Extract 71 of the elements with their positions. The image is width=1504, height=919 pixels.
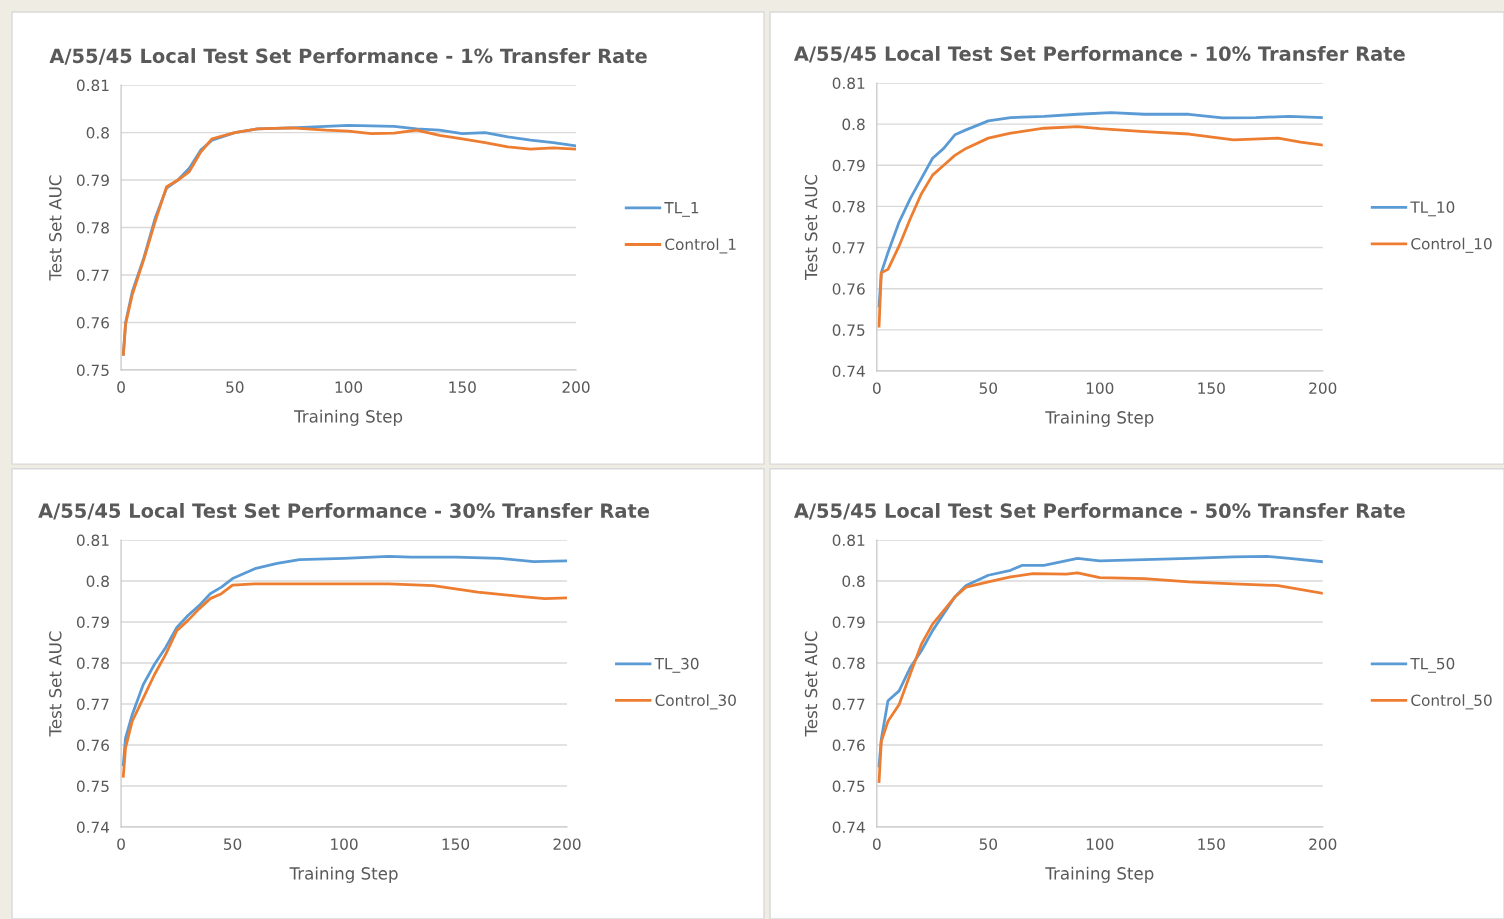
y-axis-title: Test Set AUC [49, 175, 62, 281]
legend-label: Control_1 [665, 238, 736, 254]
x-tick-label: 150 [449, 381, 476, 393]
y-tick-label: 0.8 [842, 118, 865, 131]
y-tick-label: 0.81 [76, 79, 109, 92]
y-axis-title: Test Set AUC [49, 631, 62, 737]
chart-title: A/55/45 Local Test Set Performance - 30% Transfer Rate [38, 503, 650, 520]
x-tick-label: 0 [872, 838, 881, 850]
x-tick-label: 100 [335, 381, 363, 393]
x-axis-title: Training Step [289, 866, 398, 883]
y-tick-label: 0.79 [76, 616, 109, 629]
y-tick-label: 0.78 [76, 657, 109, 670]
x-tick-label: 100 [331, 838, 358, 850]
x-tick-label: 100 [1086, 382, 1114, 394]
x-axis-title: Training Step [294, 409, 403, 426]
legend-label: TL_10 [1410, 201, 1455, 217]
x-tick-label: 150 [1198, 838, 1225, 850]
y-tick-label: 0.79 [832, 616, 865, 629]
x-tick-label: 0 [872, 382, 881, 394]
legend-label: TL_50 [1410, 657, 1455, 673]
y-tick-label: 0.79 [832, 159, 865, 172]
y-axis-title: Test Set AUC [804, 174, 818, 281]
y-tick-label: 0.74 [832, 365, 865, 378]
x-tick-label: 50 [979, 382, 998, 394]
y-tick-label: 0.81 [76, 534, 109, 547]
x-tick-label: 200 [1309, 382, 1337, 394]
y-tick-label: 0.8 [86, 127, 109, 139]
y-tick-label: 0.76 [832, 283, 865, 295]
y-tick-label: 0.75 [76, 364, 109, 377]
y-tick-label: 0.81 [832, 77, 865, 90]
chart-title: A/55/45 Local Test Set Performance - 1% Transfer Rate [49, 48, 647, 65]
chart-title: A/55/45 Local Test Set Performance - 10% Transfer Rate [793, 45, 1405, 63]
y-tick-label: 0.77 [832, 242, 865, 254]
y-tick-label: 0.78 [832, 200, 865, 213]
chart-title: A/55/45 Local Test Set Performance - 50% Transfer Rate [793, 503, 1405, 520]
y-tick-label: 0.76 [76, 316, 109, 329]
x-tick-label: 100 [1086, 838, 1114, 850]
x-tick-label: 0 [117, 381, 125, 393]
legend-label: Control_30 [655, 694, 736, 710]
y-tick-label: 0.78 [832, 657, 865, 670]
x-tick-label: 0 [117, 838, 125, 850]
x-tick-label: 150 [1198, 382, 1225, 394]
y-axis-title: Test Set AUC [804, 631, 818, 737]
y-tick-label: 0.81 [832, 534, 865, 547]
y-tick-label: 0.75 [76, 780, 109, 793]
y-tick-label: 0.74 [76, 821, 110, 834]
x-tick-label: 200 [562, 381, 590, 393]
y-tick-label: 0.79 [76, 174, 109, 187]
x-tick-label: 200 [1309, 838, 1337, 850]
x-tick-label: 150 [442, 838, 470, 850]
y-tick-label: 0.78 [76, 222, 109, 234]
y-tick-label: 0.74 [832, 821, 865, 834]
legend-label: Control_10 [1411, 237, 1492, 253]
x-tick-label: 50 [226, 381, 244, 393]
y-tick-label: 0.77 [76, 269, 109, 282]
y-tick-label: 0.76 [832, 739, 865, 752]
y-tick-label: 0.75 [832, 780, 865, 793]
y-tick-label: 0.75 [832, 324, 865, 336]
y-tick-label: 0.76 [76, 739, 109, 752]
legend-label: Control_50 [1411, 694, 1492, 710]
legend-label: TL_1 [664, 202, 699, 217]
x-tick-label: 200 [553, 838, 581, 850]
legend-label: TL_30 [654, 657, 699, 673]
y-tick-label: 0.8 [842, 575, 865, 588]
x-axis-title: Training Step [1045, 410, 1154, 427]
y-tick-label: 0.77 [76, 698, 109, 711]
x-axis-title: Training Step [1045, 866, 1154, 883]
y-tick-label: 0.8 [86, 575, 109, 588]
y-tick-label: 0.77 [832, 698, 865, 711]
x-tick-label: 50 [224, 838, 242, 850]
x-tick-label: 50 [979, 838, 998, 850]
